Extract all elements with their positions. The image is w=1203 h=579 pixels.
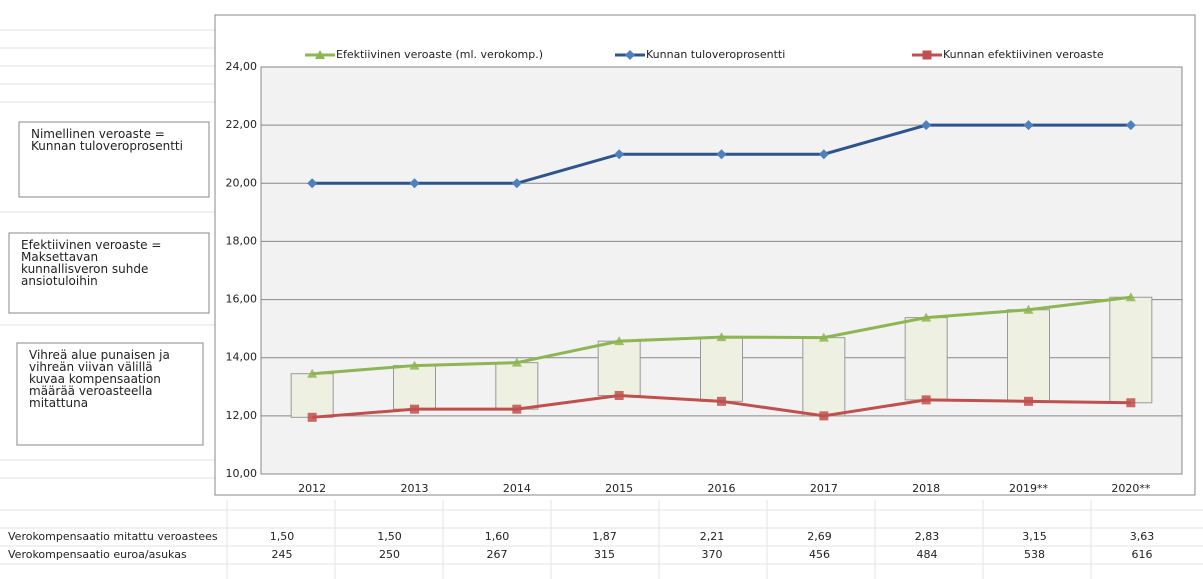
y-tick-label: 10,00 (226, 467, 258, 480)
table-cell: 616 (1132, 548, 1153, 561)
marker (1126, 398, 1136, 408)
legend-label: Kunnan efektiivinen veroaste (943, 48, 1104, 61)
compensation-box (700, 336, 743, 402)
table-cell: 538 (1024, 548, 1045, 561)
compensation-box (904, 317, 948, 401)
table-cell: 2,21 (700, 530, 725, 543)
marker (511, 357, 522, 367)
marker (614, 391, 624, 401)
marker (1125, 120, 1136, 131)
marker (819, 411, 829, 421)
y-tick-label: 22,00 (226, 118, 258, 131)
table-cell: 1,50 (270, 530, 295, 543)
compensation-box (393, 365, 436, 410)
legend-marker (922, 50, 932, 60)
marker (307, 412, 317, 422)
legend-label: Efektiivinen veroaste (ml. verokomp.) (336, 48, 543, 61)
compensation-box (290, 373, 334, 418)
x-tick-label: 2013 (401, 482, 429, 495)
note-box (18, 121, 210, 198)
table-cell: 1,50 (377, 530, 402, 543)
y-tick-label: 18,00 (226, 234, 258, 247)
compensation-box (495, 362, 539, 410)
marker (409, 178, 420, 189)
table-cell: 456 (809, 548, 830, 561)
table-cell: 245 (272, 548, 293, 561)
marker (1023, 120, 1034, 131)
x-tick-label: 2016 (708, 482, 736, 495)
marker (716, 149, 727, 160)
compensation-box (1007, 309, 1050, 402)
table-cell: 1,60 (485, 530, 510, 543)
marker (307, 368, 318, 378)
marker (1125, 292, 1136, 302)
marker (409, 360, 420, 370)
marker (614, 336, 625, 346)
marker (614, 149, 625, 160)
compensation-box (1109, 296, 1153, 404)
table-cell: 315 (594, 548, 615, 561)
legend-marker (315, 50, 325, 59)
table-cell: 2,83 (915, 530, 940, 543)
table-cell: 1,87 (592, 530, 617, 543)
x-tick-label: 2019** (1009, 482, 1048, 495)
y-tick-label: 16,00 (226, 293, 258, 306)
compensation-box (802, 337, 846, 417)
row-label: Verokompensaatio mitattu veroastees (8, 530, 218, 543)
marker (307, 178, 318, 189)
legend-label: Kunnan tuloveroprosentti (646, 48, 785, 61)
marker (818, 149, 829, 160)
table-cell: 484 (917, 548, 938, 561)
y-tick-label: 24,00 (226, 60, 258, 73)
x-tick-label: 2014 (503, 482, 531, 495)
table-cell: 267 (487, 548, 508, 561)
marker (921, 120, 932, 131)
x-tick-label: 2012 (298, 482, 326, 495)
note-text: Efektiivinen veroaste = Maksettavan kunnal… (21, 238, 161, 288)
x-tick-label: 2020** (1111, 482, 1150, 495)
x-tick-label: 2018 (912, 482, 940, 495)
table-cell: 3,15 (1022, 530, 1047, 543)
table-cell: 250 (379, 548, 400, 561)
y-tick-label: 20,00 (226, 176, 258, 189)
marker (410, 404, 419, 414)
y-tick-label: 14,00 (226, 351, 258, 364)
note-box (8, 232, 210, 314)
marker (818, 332, 829, 342)
note-box (16, 342, 204, 446)
y-tick-label: 12,00 (226, 409, 258, 422)
table-cell: 3,63 (1130, 530, 1155, 543)
table-cell: 2,69 (807, 530, 832, 543)
marker (921, 312, 932, 322)
marker (1024, 396, 1033, 406)
sheet-grid (0, 29, 1203, 579)
x-tick-label: 2017 (810, 482, 838, 495)
marker (512, 404, 522, 414)
marker (511, 178, 522, 189)
x-tick-label: 2015 (605, 482, 633, 495)
marker (921, 395, 931, 405)
note-text: Vihreä alue punaisen ja vihreän viivan vä… (29, 348, 170, 410)
note-text: Nimellinen veroaste = Kunnan tuloveropros… (31, 127, 183, 153)
plot-area (260, 66, 1183, 475)
legend-marker (625, 50, 635, 60)
marker (716, 332, 727, 342)
table-cell: 370 (702, 548, 723, 561)
marker (1023, 304, 1034, 314)
marker (717, 396, 726, 406)
compensation-box (597, 340, 641, 397)
row-label: Verokompensaatio euroa/asukas (8, 548, 187, 561)
